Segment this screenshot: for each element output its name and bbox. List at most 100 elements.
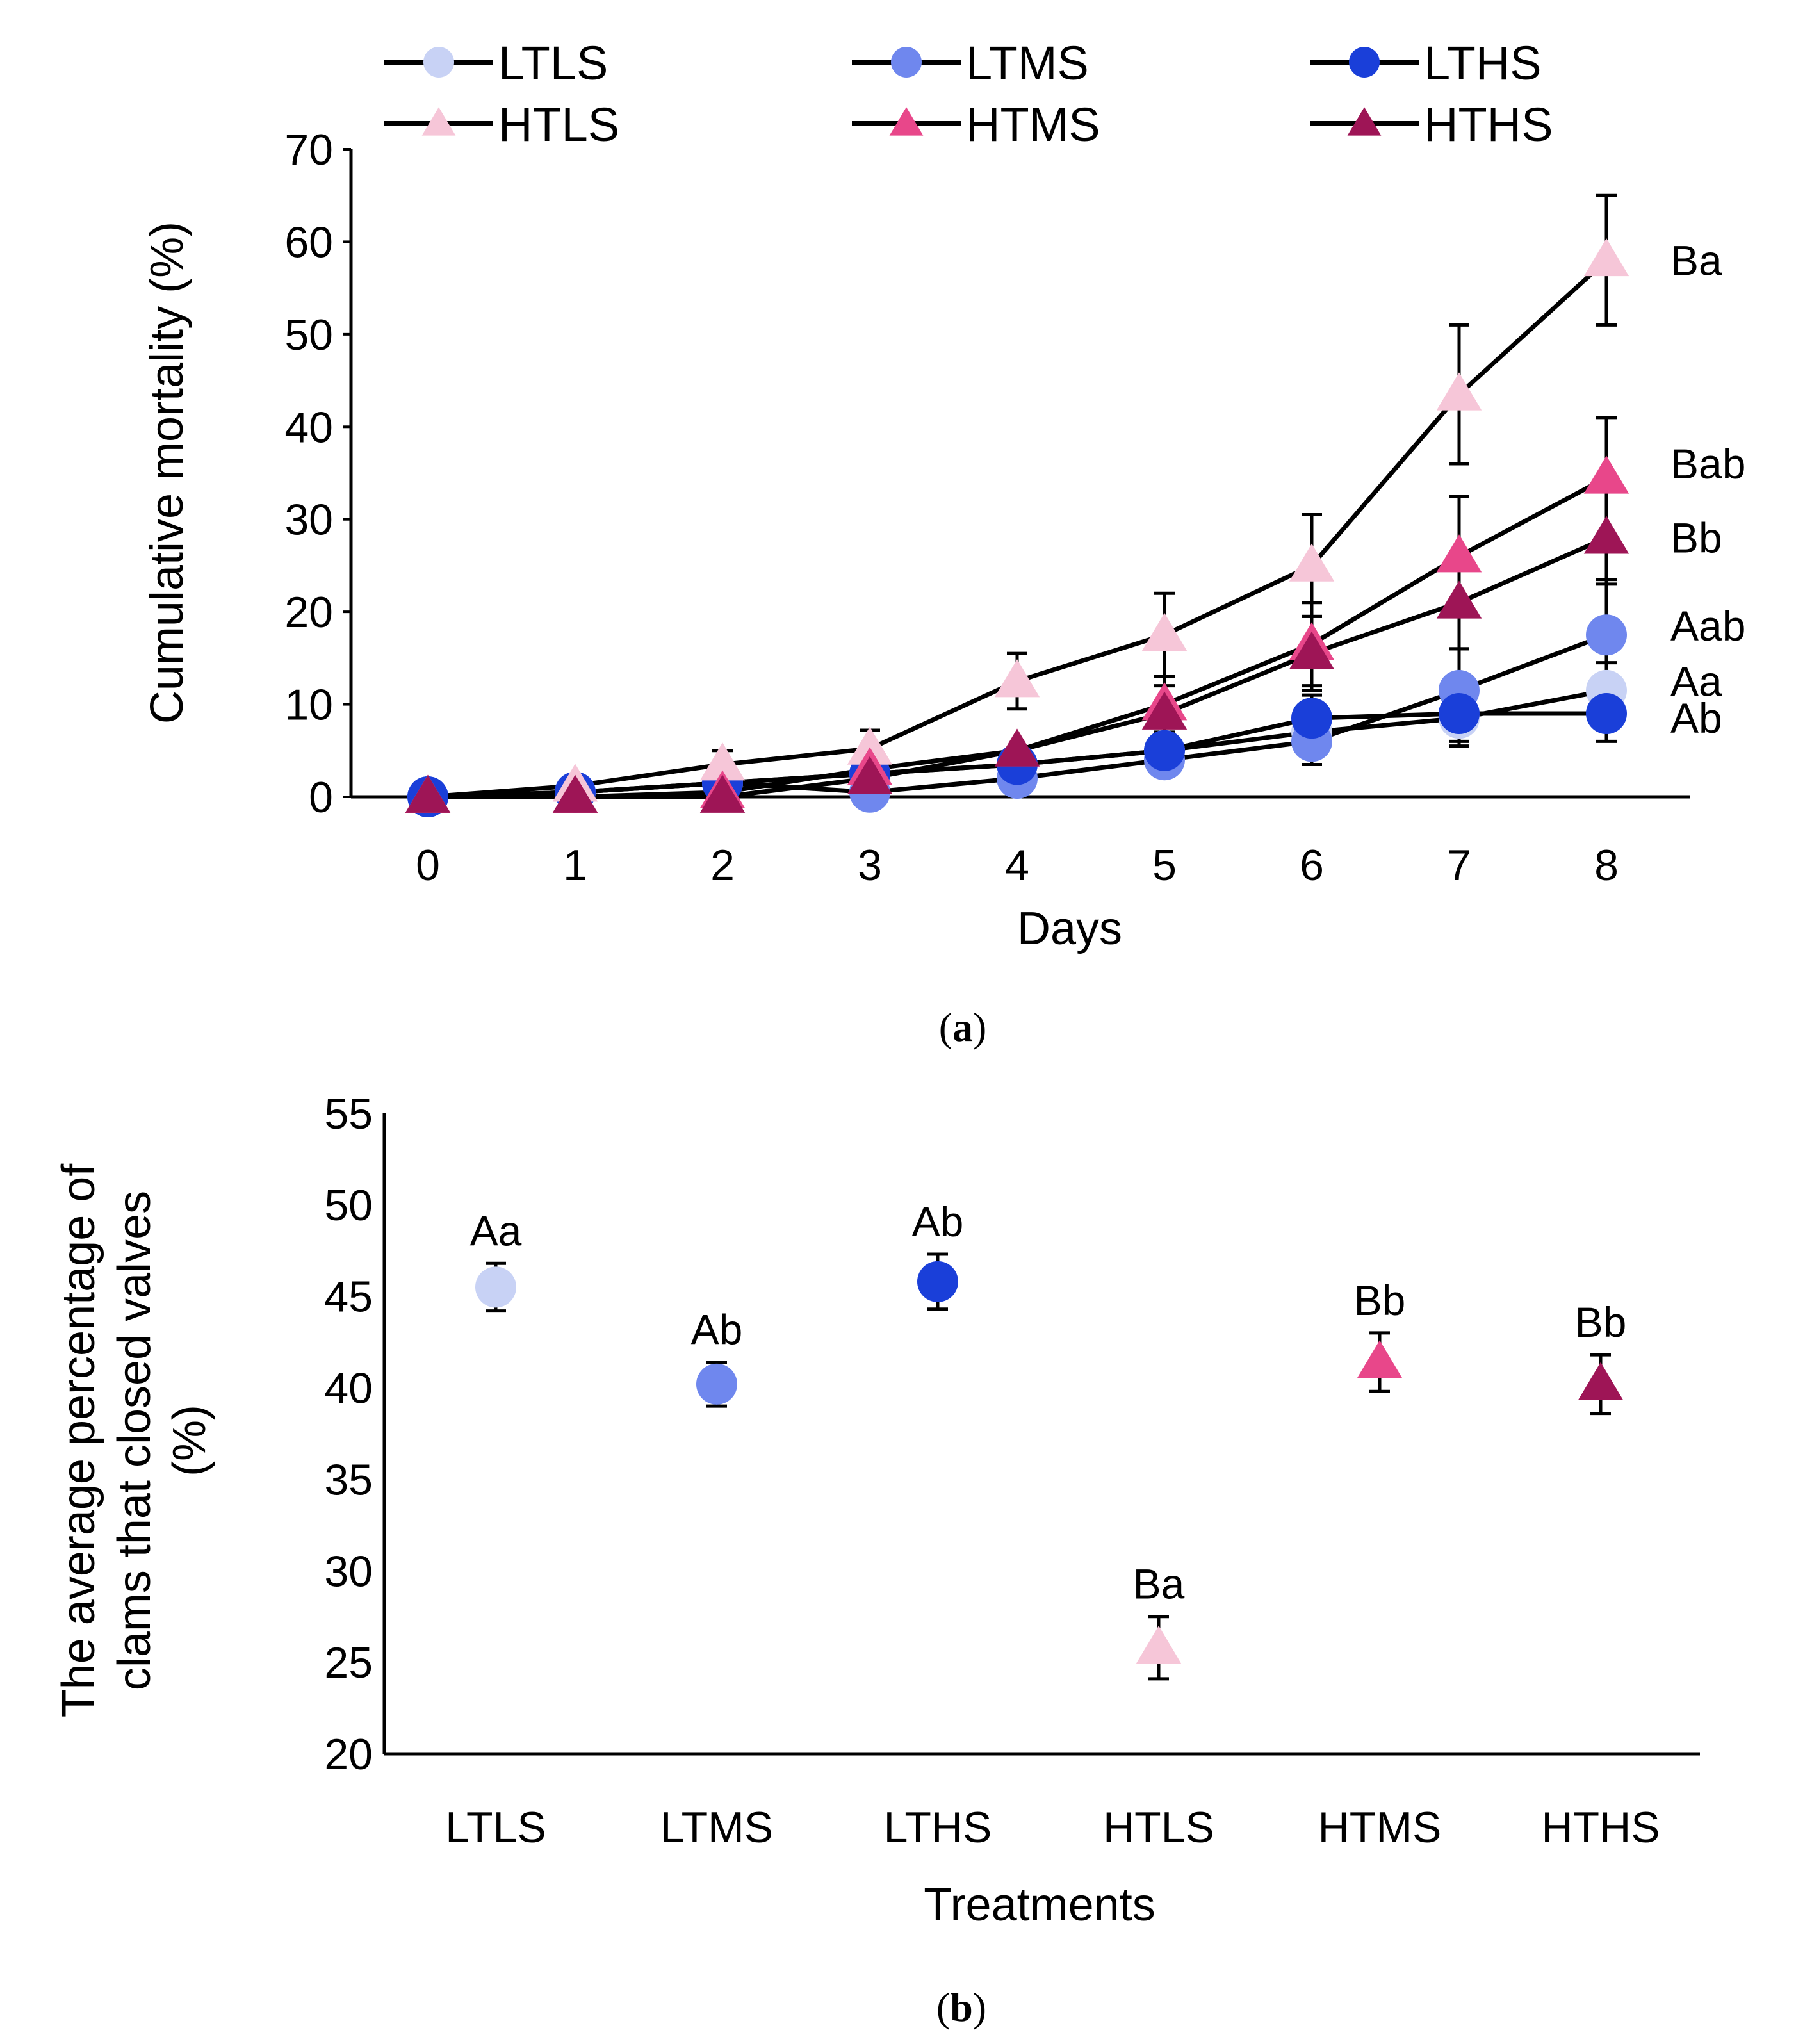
panel-b-markers bbox=[475, 1261, 1624, 1664]
panel-a-y-axis-label: Cumulative mortality (%) bbox=[142, 222, 193, 724]
panel-b-y-tick-label: 55 bbox=[324, 1090, 373, 1138]
legend-label: HTMS bbox=[966, 98, 1100, 151]
point-hths-day-0 bbox=[405, 774, 451, 813]
legend-item-lths: LTHS bbox=[1310, 37, 1542, 90]
panel-a-significance-labels: Aa Aab Ab Ba Bab Bb bbox=[1670, 236, 1745, 742]
significance-label-htms: Bab bbox=[1670, 440, 1745, 487]
legend-marker bbox=[1349, 47, 1380, 78]
point-hths-day-1 bbox=[552, 774, 598, 813]
panel-a-y-tick-label: 70 bbox=[284, 126, 333, 174]
panel-b-closed-valves-chart: 20 25 30 35 40 45 50 55 LTLS LTMS LTHS HTLS HTMS HTH… bbox=[53, 1090, 1700, 1931]
point-htls-day-3 bbox=[847, 726, 893, 765]
panel-a-markers bbox=[405, 238, 1629, 817]
legend-marker bbox=[889, 107, 924, 136]
legend-label: LTHS bbox=[1424, 37, 1542, 90]
panel-b-y-label-line-1: The average percentage of bbox=[53, 1163, 104, 1718]
panel-b-error-bars bbox=[486, 1252, 1611, 1681]
point-lths-day-5 bbox=[1144, 730, 1185, 771]
panel-a-y-tick-label: 20 bbox=[284, 588, 333, 637]
significance-label-b-ltls: Aa bbox=[470, 1207, 522, 1254]
panel-b-y-label-line-3: (%) bbox=[164, 1405, 215, 1476]
panel-a-y-tick-label: 50 bbox=[284, 311, 333, 359]
panel-a-x-axis-label: Days bbox=[1017, 903, 1122, 954]
panel-b-x-axis-label: Treatments bbox=[924, 1879, 1155, 1931]
panel-a-caption: (a) bbox=[939, 1004, 987, 1050]
legend-marker bbox=[421, 107, 456, 136]
significance-label-ltls: Aa bbox=[1670, 657, 1722, 705]
point-lths-day-6 bbox=[1291, 698, 1332, 739]
panel-a-y-ticks: 0 10 20 30 40 50 60 70 bbox=[284, 126, 351, 822]
panel-b-y-label-line-2: clams that closed valves bbox=[109, 1191, 160, 1690]
legend-item-hths: HTHS bbox=[1310, 98, 1553, 151]
point-htls-day-4 bbox=[994, 659, 1040, 698]
panel-a-legend: LTLS LTMS LTHS HTLS HTMS HTHS bbox=[384, 37, 1553, 151]
legend-label: HTHS bbox=[1424, 98, 1553, 151]
panel-a-x-tick-label: 6 bbox=[1300, 841, 1324, 890]
point-hths-day-2 bbox=[699, 774, 746, 813]
panel-b-y-tick-label: 20 bbox=[324, 1730, 373, 1779]
panel-a-x-tick-label: 0 bbox=[416, 841, 440, 890]
point-htls-day-6 bbox=[1289, 543, 1335, 582]
panel-a-x-tick-label: 4 bbox=[1005, 841, 1029, 890]
point-hths-day-3 bbox=[847, 756, 893, 794]
point-htms-day-7 bbox=[1436, 534, 1482, 573]
significance-label-ltms: Aab bbox=[1670, 602, 1745, 650]
point-hths-day-6 bbox=[1289, 631, 1335, 669]
panel-a-y-tick-label: 0 bbox=[309, 773, 333, 822]
panel-b-x-tick-label: LTMS bbox=[660, 1803, 773, 1852]
panel-b-y-tick-label: 30 bbox=[324, 1547, 373, 1596]
point-htls-day-2 bbox=[699, 742, 746, 781]
panel-b-y-axis-label: The average percentage of clams that clo… bbox=[53, 1163, 215, 1718]
panel-a-y-tick-label: 30 bbox=[284, 496, 333, 544]
legend-item-ltls: LTLS bbox=[384, 37, 608, 90]
legend-item-htls: HTLS bbox=[384, 98, 619, 151]
significance-label-b-htls: Ba bbox=[1133, 1560, 1185, 1608]
panel-a-y-tick-label: 60 bbox=[284, 218, 333, 266]
panel-b-significance-labels: Aa Ab Ab Ba Bb Bb bbox=[470, 1198, 1627, 1608]
panel-a-x-tick-label: 5 bbox=[1152, 841, 1177, 890]
panel-b-x-tick-label: HTMS bbox=[1318, 1803, 1442, 1852]
panel-b-y-tick-label: 25 bbox=[324, 1639, 373, 1687]
panel-b-x-tick-label: HTLS bbox=[1103, 1803, 1214, 1852]
panel-a-x-tick-label: 7 bbox=[1447, 841, 1471, 890]
panel-a-x-tick-label: 8 bbox=[1594, 841, 1619, 890]
point-hths-day-8 bbox=[1583, 516, 1629, 554]
legend-marker bbox=[1347, 107, 1382, 136]
panel-b-y-tick-label: 40 bbox=[324, 1364, 373, 1413]
panel-a-x-tick-label: 2 bbox=[710, 841, 735, 890]
legend-label: LTLS bbox=[498, 37, 608, 90]
point-htms-day-8 bbox=[1583, 455, 1629, 494]
panel-a-x-tick-label: 1 bbox=[563, 841, 587, 890]
point-b-ltms bbox=[696, 1363, 737, 1405]
significance-label-htls: Ba bbox=[1670, 236, 1722, 284]
panel-b-x-tick-label: HTHS bbox=[1541, 1803, 1660, 1852]
panel-a-series-lines bbox=[427, 258, 1608, 799]
significance-label-hths: Bb bbox=[1670, 514, 1722, 562]
point-b-lths bbox=[917, 1261, 958, 1302]
panel-b-y-tick-label: 45 bbox=[324, 1273, 373, 1321]
significance-label-b-ltms: Ab bbox=[691, 1306, 743, 1353]
panel-b-x-tick-label: LTHS bbox=[884, 1803, 992, 1852]
legend-marker bbox=[891, 47, 922, 78]
point-htls-day-5 bbox=[1141, 612, 1188, 651]
significance-label-b-hths: Bb bbox=[1575, 1298, 1627, 1346]
panel-b-y-tick-label: 50 bbox=[324, 1181, 373, 1230]
panel-a-x-tick-label: 3 bbox=[858, 841, 882, 890]
panel-b-y-tick-label: 35 bbox=[324, 1455, 373, 1504]
panel-b-caption: (b) bbox=[936, 1984, 986, 2030]
point-hths-day-7 bbox=[1436, 580, 1482, 619]
panel-a-y-tick-label: 40 bbox=[284, 403, 333, 452]
legend-label: LTMS bbox=[966, 37, 1089, 90]
point-lths-day-7 bbox=[1439, 693, 1480, 735]
panel-b-x-ticks: LTLS LTMS LTHS HTLS HTMS HTHS bbox=[445, 1803, 1660, 1852]
legend-item-ltms: LTMS bbox=[852, 37, 1089, 90]
point-b-htms bbox=[1357, 1340, 1403, 1378]
point-b-htls bbox=[1136, 1625, 1182, 1664]
panel-a-y-tick-label: 10 bbox=[284, 681, 333, 730]
legend-marker bbox=[423, 47, 454, 78]
point-lths-day-8 bbox=[1586, 693, 1627, 735]
point-b-hths bbox=[1578, 1362, 1624, 1400]
significance-label-lths: Ab bbox=[1670, 694, 1722, 742]
